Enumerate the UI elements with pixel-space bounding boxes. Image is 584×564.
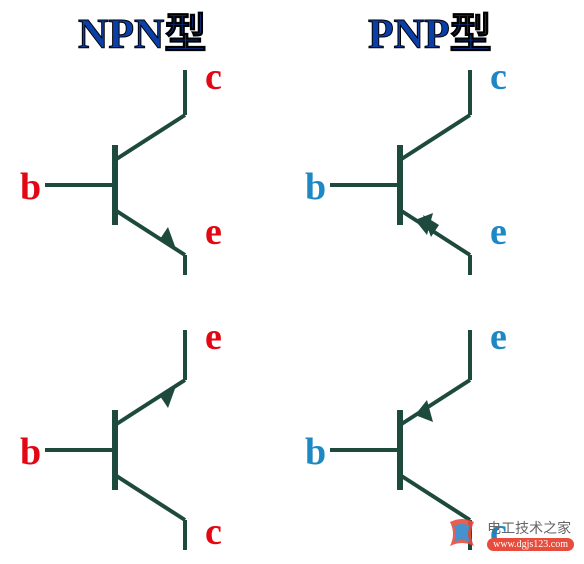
pin-label-c: c [205,55,222,99]
pin-label-b: b [305,165,326,209]
pin-label-e: e [205,315,222,359]
transistor-symbol-icon [20,55,280,295]
transistor-npn-top: b c e [20,55,280,295]
transistor-symbol-icon [20,315,280,555]
pin-label-e: e [490,210,507,254]
npn-title: NPN型 [78,0,206,61]
pin-label-e: e [205,210,222,254]
pin-label-b: b [305,430,326,474]
transistor-npn-bottom: b e c [20,315,280,555]
watermark-logo-icon [442,514,482,554]
transistor-symbol-icon [305,55,565,295]
transistor-pnp-top: b c e [305,55,565,295]
watermark-url: www.dgjs123.com [487,538,574,551]
watermark-brand: 电工技术之家 [487,518,574,538]
pin-label-c: c [490,55,507,99]
pin-label-c: c [205,510,222,554]
pin-label-e: e [490,315,507,359]
pin-label-b: b [20,165,41,209]
pin-label-b: b [20,430,41,474]
watermark: 电工技术之家 www.dgjs123.com [442,514,574,554]
pnp-title: PNP型 [368,0,492,61]
